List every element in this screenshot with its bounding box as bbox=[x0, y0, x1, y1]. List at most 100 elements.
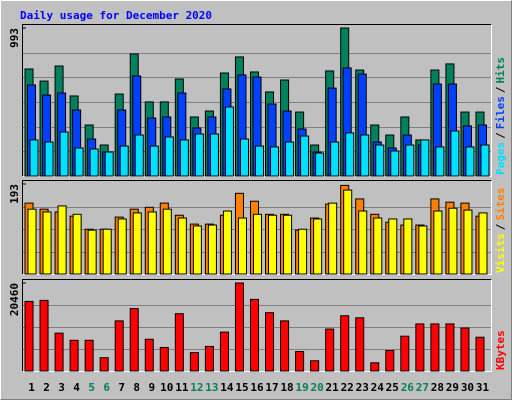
legend-separator: / bbox=[494, 132, 507, 139]
bar bbox=[480, 144, 490, 177]
bar bbox=[298, 228, 308, 275]
bar bbox=[315, 152, 325, 177]
bar bbox=[132, 212, 142, 275]
bar bbox=[59, 131, 69, 177]
x-tick-label: 19 bbox=[295, 381, 308, 394]
legend: KBytes bbox=[494, 330, 507, 370]
bar bbox=[270, 146, 280, 177]
bar bbox=[149, 145, 159, 177]
bar bbox=[74, 147, 84, 177]
bar bbox=[478, 212, 488, 275]
bar bbox=[388, 218, 398, 275]
bar bbox=[84, 339, 94, 372]
bar bbox=[325, 328, 335, 372]
x-tick-label: 11 bbox=[175, 381, 189, 394]
bar bbox=[39, 299, 49, 372]
x-tick-label: 5 bbox=[88, 381, 95, 394]
x-tick-label: 29 bbox=[446, 381, 459, 394]
x-tick-label: 10 bbox=[160, 381, 173, 394]
bar bbox=[313, 218, 323, 275]
x-tick-label: 26 bbox=[401, 381, 415, 394]
x-tick-label: 6 bbox=[103, 381, 110, 394]
legend: Visits / Sites bbox=[494, 188, 507, 274]
bar bbox=[283, 214, 293, 275]
x-tick-label: 21 bbox=[326, 381, 340, 394]
legend-entry: KBytes bbox=[494, 330, 507, 370]
bar bbox=[42, 211, 52, 275]
bar bbox=[174, 313, 184, 372]
bar bbox=[420, 139, 430, 177]
x-tick-label: 7 bbox=[118, 381, 125, 394]
bar bbox=[129, 308, 139, 372]
legend-entry: Pages bbox=[494, 142, 507, 175]
y-tick-label: 993 bbox=[8, 28, 21, 48]
bar bbox=[330, 141, 340, 177]
x-tick-label: 23 bbox=[356, 381, 369, 394]
bar bbox=[179, 139, 189, 177]
x-tick-label: 24 bbox=[371, 381, 385, 394]
bar bbox=[450, 130, 460, 177]
bevel bbox=[22, 24, 492, 177]
x-tick-label: 15 bbox=[235, 381, 248, 394]
bar bbox=[300, 135, 310, 177]
x-tick-label: 27 bbox=[416, 381, 429, 394]
bar bbox=[134, 134, 144, 177]
bar bbox=[285, 141, 295, 177]
bar bbox=[119, 145, 129, 177]
bar bbox=[463, 209, 473, 275]
bar bbox=[448, 207, 458, 275]
bar bbox=[252, 213, 263, 275]
y-tick-label: 193 bbox=[8, 184, 21, 204]
bar bbox=[234, 282, 244, 372]
bar bbox=[192, 225, 202, 275]
bar bbox=[418, 225, 428, 275]
bar bbox=[375, 144, 385, 177]
bar bbox=[355, 317, 365, 372]
bar bbox=[340, 315, 350, 372]
bar bbox=[343, 189, 353, 275]
legend-entry: Files bbox=[494, 96, 507, 129]
x-tick-label: 13 bbox=[205, 381, 218, 394]
x-tick-label: 22 bbox=[341, 381, 354, 394]
chart-title: Daily usage for December 2020 bbox=[20, 9, 212, 22]
bar bbox=[189, 352, 199, 372]
bar bbox=[72, 213, 82, 275]
bar bbox=[445, 323, 455, 372]
bar bbox=[114, 320, 124, 372]
bar bbox=[89, 148, 99, 177]
x-tick-label: 31 bbox=[476, 381, 490, 394]
bevel bbox=[22, 279, 492, 372]
x-tick-label: 28 bbox=[431, 381, 444, 394]
bar bbox=[57, 205, 67, 275]
bar bbox=[224, 106, 234, 177]
bar bbox=[27, 208, 37, 275]
x-tick-label: 18 bbox=[280, 381, 293, 394]
bar bbox=[222, 210, 232, 275]
bar bbox=[475, 336, 485, 372]
legend-entry: Hits bbox=[494, 57, 507, 84]
bar bbox=[159, 346, 169, 372]
bar bbox=[403, 218, 413, 275]
bar bbox=[373, 217, 383, 275]
x-tick-label: 1 bbox=[28, 381, 35, 394]
bar bbox=[465, 146, 475, 177]
bar bbox=[102, 228, 112, 275]
bar bbox=[207, 224, 217, 275]
x-tick-label: 9 bbox=[148, 381, 155, 394]
bar bbox=[430, 323, 440, 372]
x-tick-label: 14 bbox=[220, 381, 234, 394]
bar bbox=[69, 339, 79, 372]
bar bbox=[144, 338, 154, 372]
bar bbox=[295, 351, 305, 372]
bar bbox=[345, 132, 355, 177]
x-tick-label: 20 bbox=[311, 381, 324, 394]
legend-separator: / bbox=[494, 86, 507, 93]
legend: Pages / Files / Hits bbox=[494, 57, 507, 175]
bar bbox=[400, 335, 410, 372]
bar bbox=[24, 300, 34, 372]
bar bbox=[405, 144, 415, 177]
bar bbox=[117, 218, 127, 275]
bar bbox=[99, 357, 109, 372]
